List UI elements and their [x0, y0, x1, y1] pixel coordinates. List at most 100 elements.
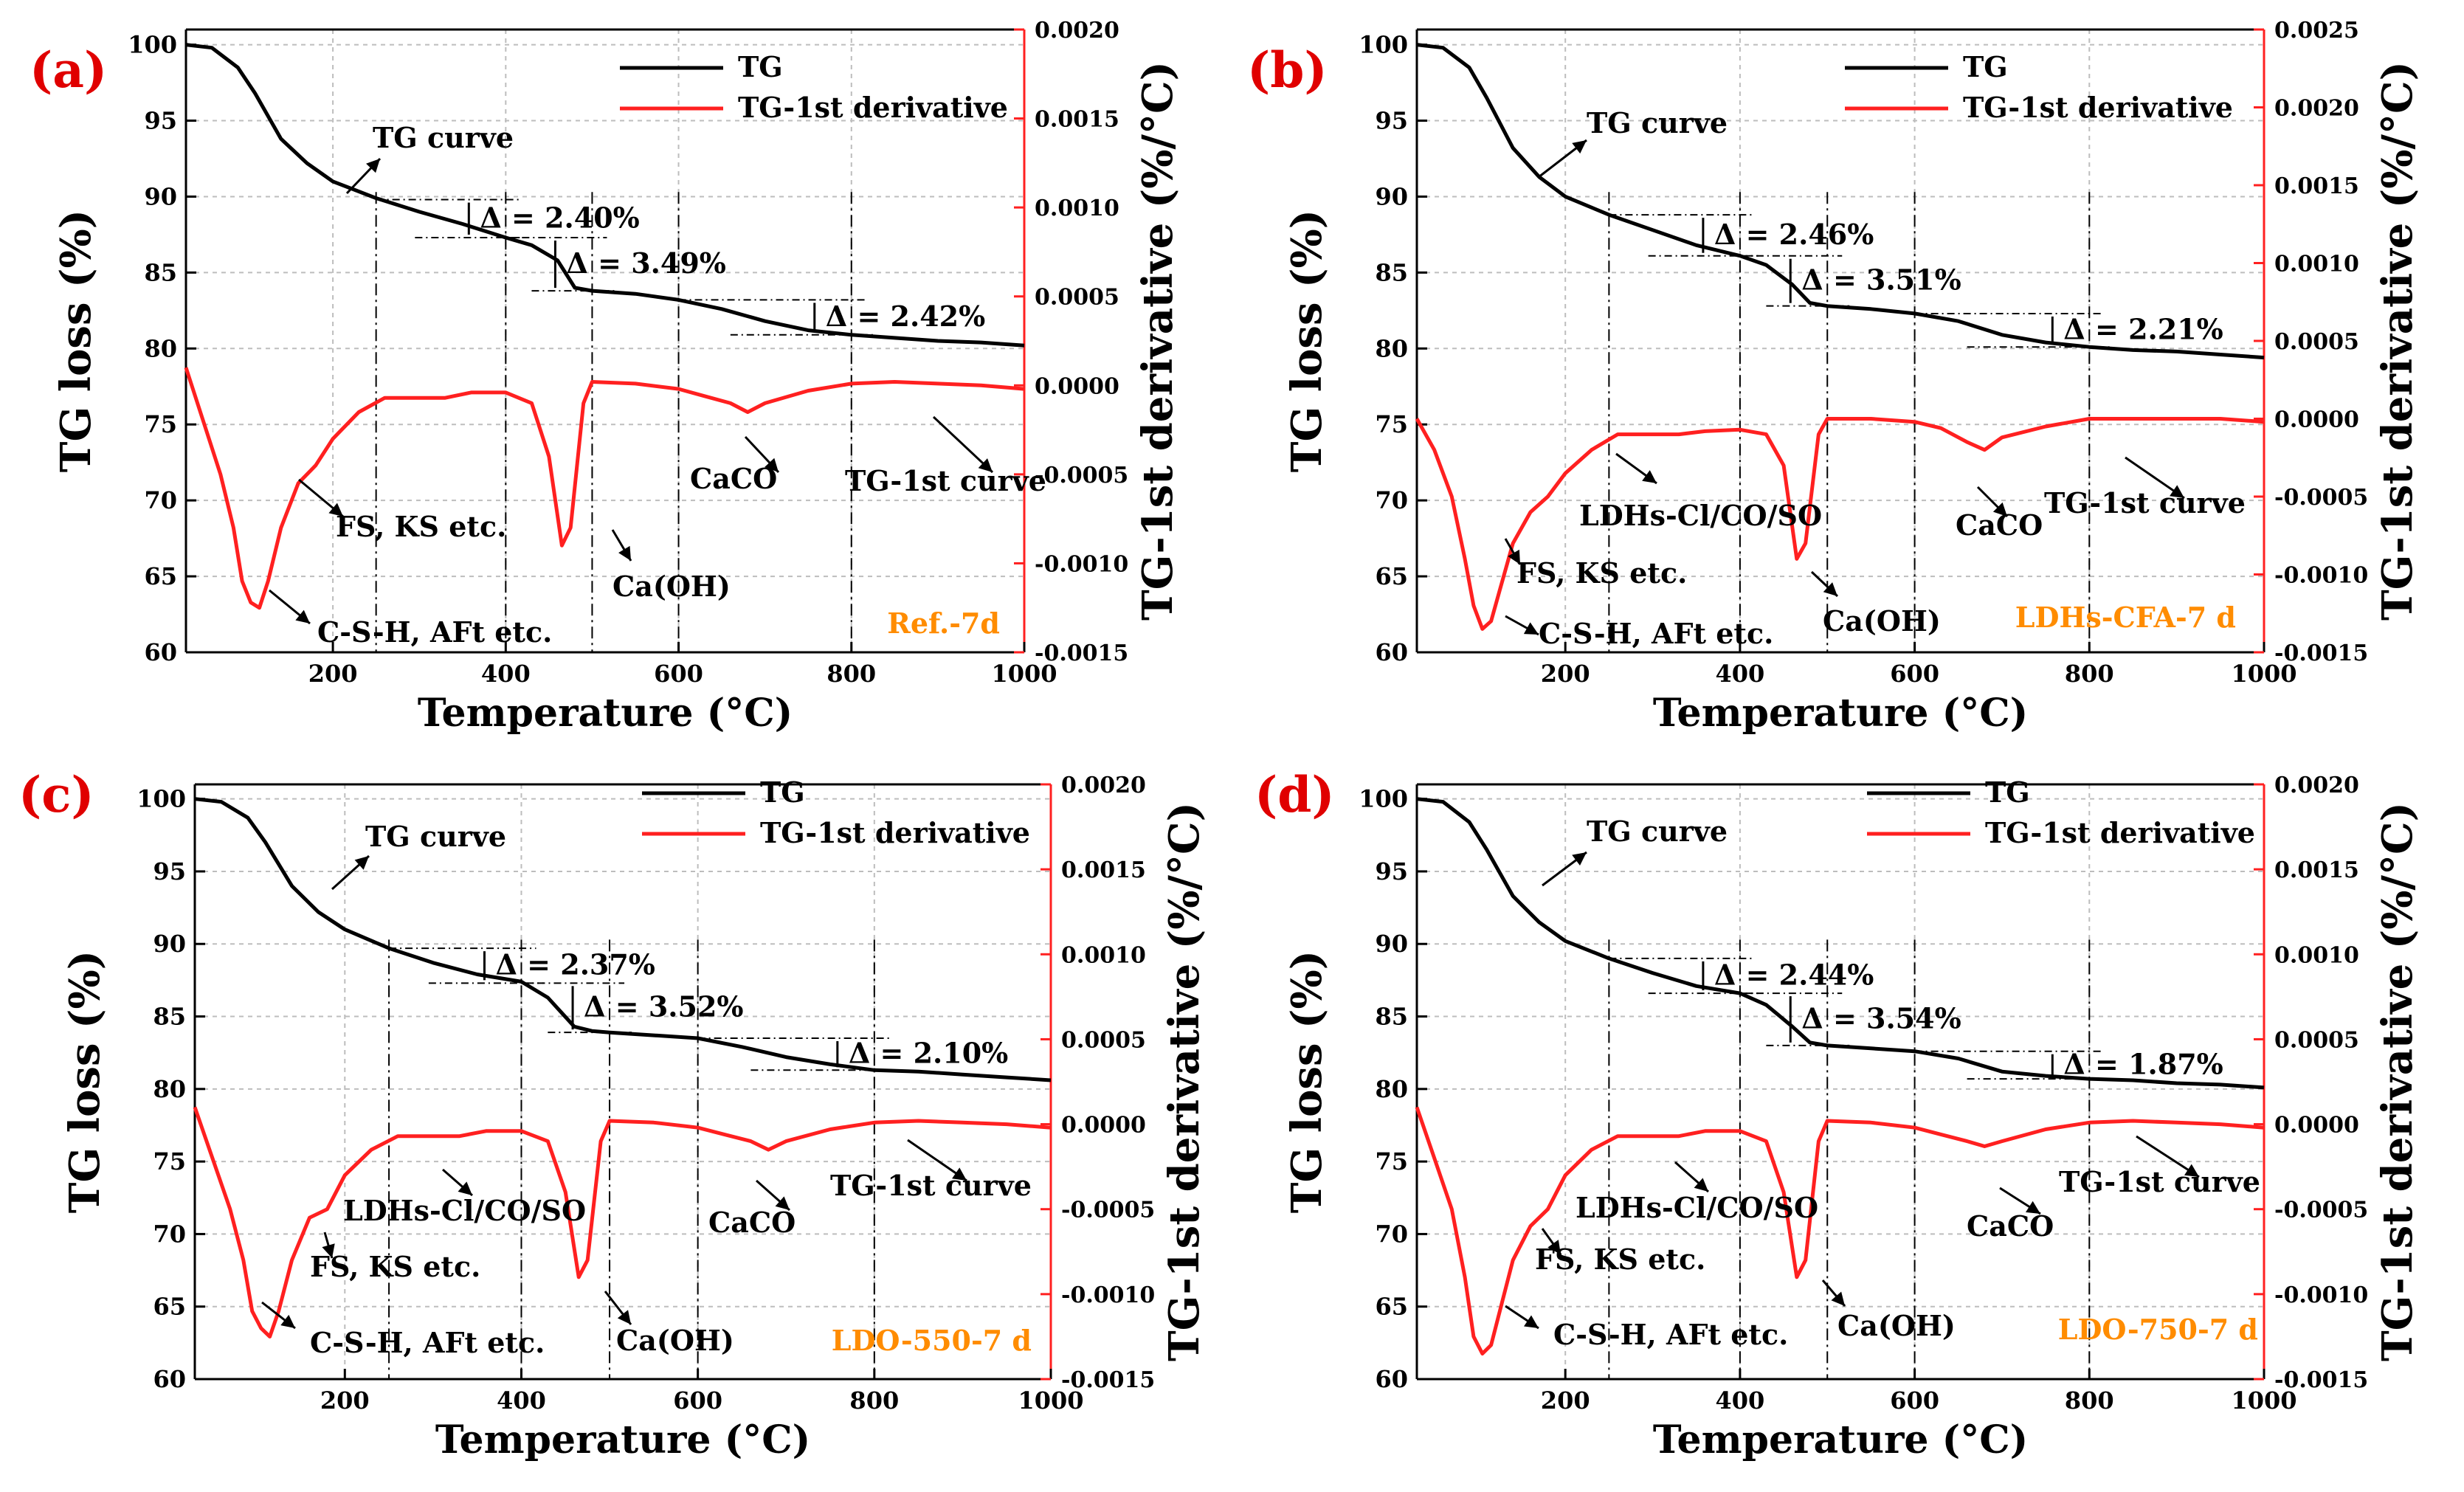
sample-label: LDO-750-7 d [2058, 1313, 2258, 1346]
deriv-curve-arrow-head [2170, 485, 2184, 498]
ldhs-arrow-head [1694, 1178, 1708, 1192]
legend-tg-label: TG [1963, 50, 2008, 83]
deriv-curve-label: TG-1st curve [2059, 1165, 2260, 1198]
ldhs-label: LDHs-Cl/CO/SO [1576, 1191, 1818, 1224]
y2-tick-label: 0.0000 [1061, 1113, 1146, 1139]
deriv-curve-arrow [932, 415, 994, 474]
csh-label: C-S-H, AFt etc. [1553, 1318, 1788, 1351]
y-tick-label: 70 [1375, 486, 1408, 514]
x-tick-label: 400 [1715, 660, 1764, 688]
tg-curve-label: TG curve [1587, 815, 1728, 848]
tg-curve-arrow-head [1572, 852, 1587, 866]
ldhs-label: LDHs-Cl/CO/SO [1579, 499, 1822, 532]
y2-axis-title: TG-1st derivative (%/°C) [2373, 61, 2422, 621]
y-tick-label: 65 [153, 1293, 186, 1321]
x-tick-label: 400 [497, 1386, 546, 1415]
deriv-curve-label: TG-1st curve [2044, 486, 2246, 519]
deriv-series-line [184, 367, 1025, 610]
deriv-series-line [1415, 417, 2265, 631]
ldhs-arrow-head [1642, 470, 1657, 483]
csh-arrow-head [1523, 622, 1539, 635]
y-tick-label: 95 [1375, 857, 1408, 885]
step-label: Δ = 2.21% [2063, 313, 2223, 346]
csh-arrow-head [295, 609, 310, 624]
x-tick-label: 800 [2065, 660, 2114, 688]
y-tick-label: 85 [1375, 1003, 1408, 1031]
x-tick-label: 600 [1890, 1386, 1939, 1415]
y2-tick-label: 0.0015 [1035, 107, 1119, 133]
y-axis-title: TG loss (%) [1283, 950, 1331, 1213]
y-tick-label: 70 [1375, 1220, 1408, 1248]
csh-label: C-S-H, AFt etc. [310, 1326, 545, 1359]
step-label: Δ = 2.37% [495, 948, 655, 981]
caco3-label: CaCO [1967, 1209, 2054, 1243]
x-axis-title: Temperature (°C) [1653, 1417, 2028, 1462]
y-tick-label: 65 [144, 562, 177, 590]
panel-letter: (d) [1255, 766, 1335, 823]
y2-tick-label: -0.0010 [1061, 1282, 1155, 1308]
fs-ks-arrow-head [1508, 549, 1520, 564]
y-tick-label: 75 [153, 1147, 186, 1175]
y-tick-label: 100 [1359, 31, 1408, 59]
y2-axis-title: TG-1st derivative (%/°C) [1133, 61, 1182, 621]
y2-tick-label: -0.0010 [2274, 1282, 2368, 1308]
y-tick-label: 60 [144, 638, 177, 666]
y2-tick-label: 0.0000 [1035, 373, 1119, 399]
x-axis-title: Temperature (°C) [1653, 691, 2028, 736]
legend-deriv-label: TG-1st derivative [760, 816, 1030, 849]
y-tick-label: 80 [153, 1075, 186, 1103]
x-tick-label: 400 [1715, 1386, 1764, 1415]
x-tick-label: 600 [673, 1386, 722, 1415]
y-tick-label: 85 [144, 258, 177, 286]
y2-tick-label: 0.0005 [2274, 1027, 2359, 1053]
step-label: Δ = 2.44% [1714, 958, 1874, 991]
y2-tick-label: 0.0010 [2274, 942, 2359, 968]
y2-tick-label: -0.0005 [2274, 485, 2368, 511]
y2-tick-label: 0.0010 [1035, 196, 1119, 221]
fs-ks-arrow-head [322, 1243, 335, 1258]
y2-axis-title: TG-1st derivative (%/°C) [2373, 802, 2422, 1361]
y2-tick-label: 0.0000 [2274, 1113, 2359, 1139]
fs-ks-label: FS, KS etc. [1516, 556, 1687, 590]
caoh2-arrow-head [618, 545, 631, 561]
panel-letter: (c) [18, 766, 94, 823]
panel-letter: (a) [30, 41, 107, 99]
step-label: Δ = 2.40% [480, 201, 639, 234]
y2-tick-label: 0.0010 [1061, 942, 1146, 968]
step-label: Δ = 1.87% [2063, 1047, 2223, 1080]
legend-tg-label: TG [760, 776, 805, 809]
x-axis-title: Temperature (°C) [435, 1417, 810, 1462]
tg-curve-arrow-head [354, 856, 369, 870]
x-tick-label: 600 [654, 660, 703, 688]
deriv-curve-arrow-head [2184, 1164, 2199, 1177]
csh-arrow-head [1524, 1315, 1539, 1328]
y-tick-label: 100 [1359, 785, 1408, 813]
fs-ks-arrow-head [328, 502, 343, 517]
tg-curve-arrow-head [1572, 140, 1587, 154]
legend-deriv-label: TG-1st derivative [1985, 816, 2255, 849]
caco3-arrow-head [2025, 1201, 2040, 1214]
legend-deriv-label: TG-1st derivative [1963, 91, 2233, 124]
y2-tick-label: 0.0015 [2274, 857, 2359, 883]
chart-panel-c: 200 400 600 800 1000 60 65 70 75 80 85 90 95 100 -0.00… [18, 766, 1209, 1462]
step-label: Δ = 3.51% [1801, 263, 1961, 297]
y-tick-label: 80 [1375, 1075, 1408, 1103]
y2-tick-label: 0.0015 [1061, 857, 1146, 883]
y2-tick-label: 0.0005 [1035, 285, 1119, 311]
y-tick-label: 95 [1375, 107, 1408, 135]
step-label: Δ = 2.46% [1714, 218, 1874, 251]
caco3-arrow-head [775, 1196, 790, 1210]
y2-tick-label: 0.0020 [1035, 18, 1119, 44]
y2-axis-title: TG-1st derivative (%/°C) [1160, 802, 1209, 1361]
y-tick-label: 80 [144, 334, 177, 362]
step-label: Δ = 2.10% [849, 1037, 1008, 1070]
chart-panel-b: 200 400 600 800 1000 60 65 70 75 80 85 90 95 100 -0.00… [1247, 18, 2422, 736]
x-tick-label: 1000 [1018, 1386, 1083, 1415]
y2-tick-label: 0.0015 [2274, 173, 2359, 199]
x-tick-label: 1000 [2231, 660, 2296, 688]
y-tick-label: 75 [1375, 1147, 1408, 1175]
sample-label: Ref.-7d [887, 607, 1000, 640]
y2-tick-label: 0.0020 [1061, 773, 1146, 798]
x-tick-label: 200 [320, 1386, 370, 1415]
